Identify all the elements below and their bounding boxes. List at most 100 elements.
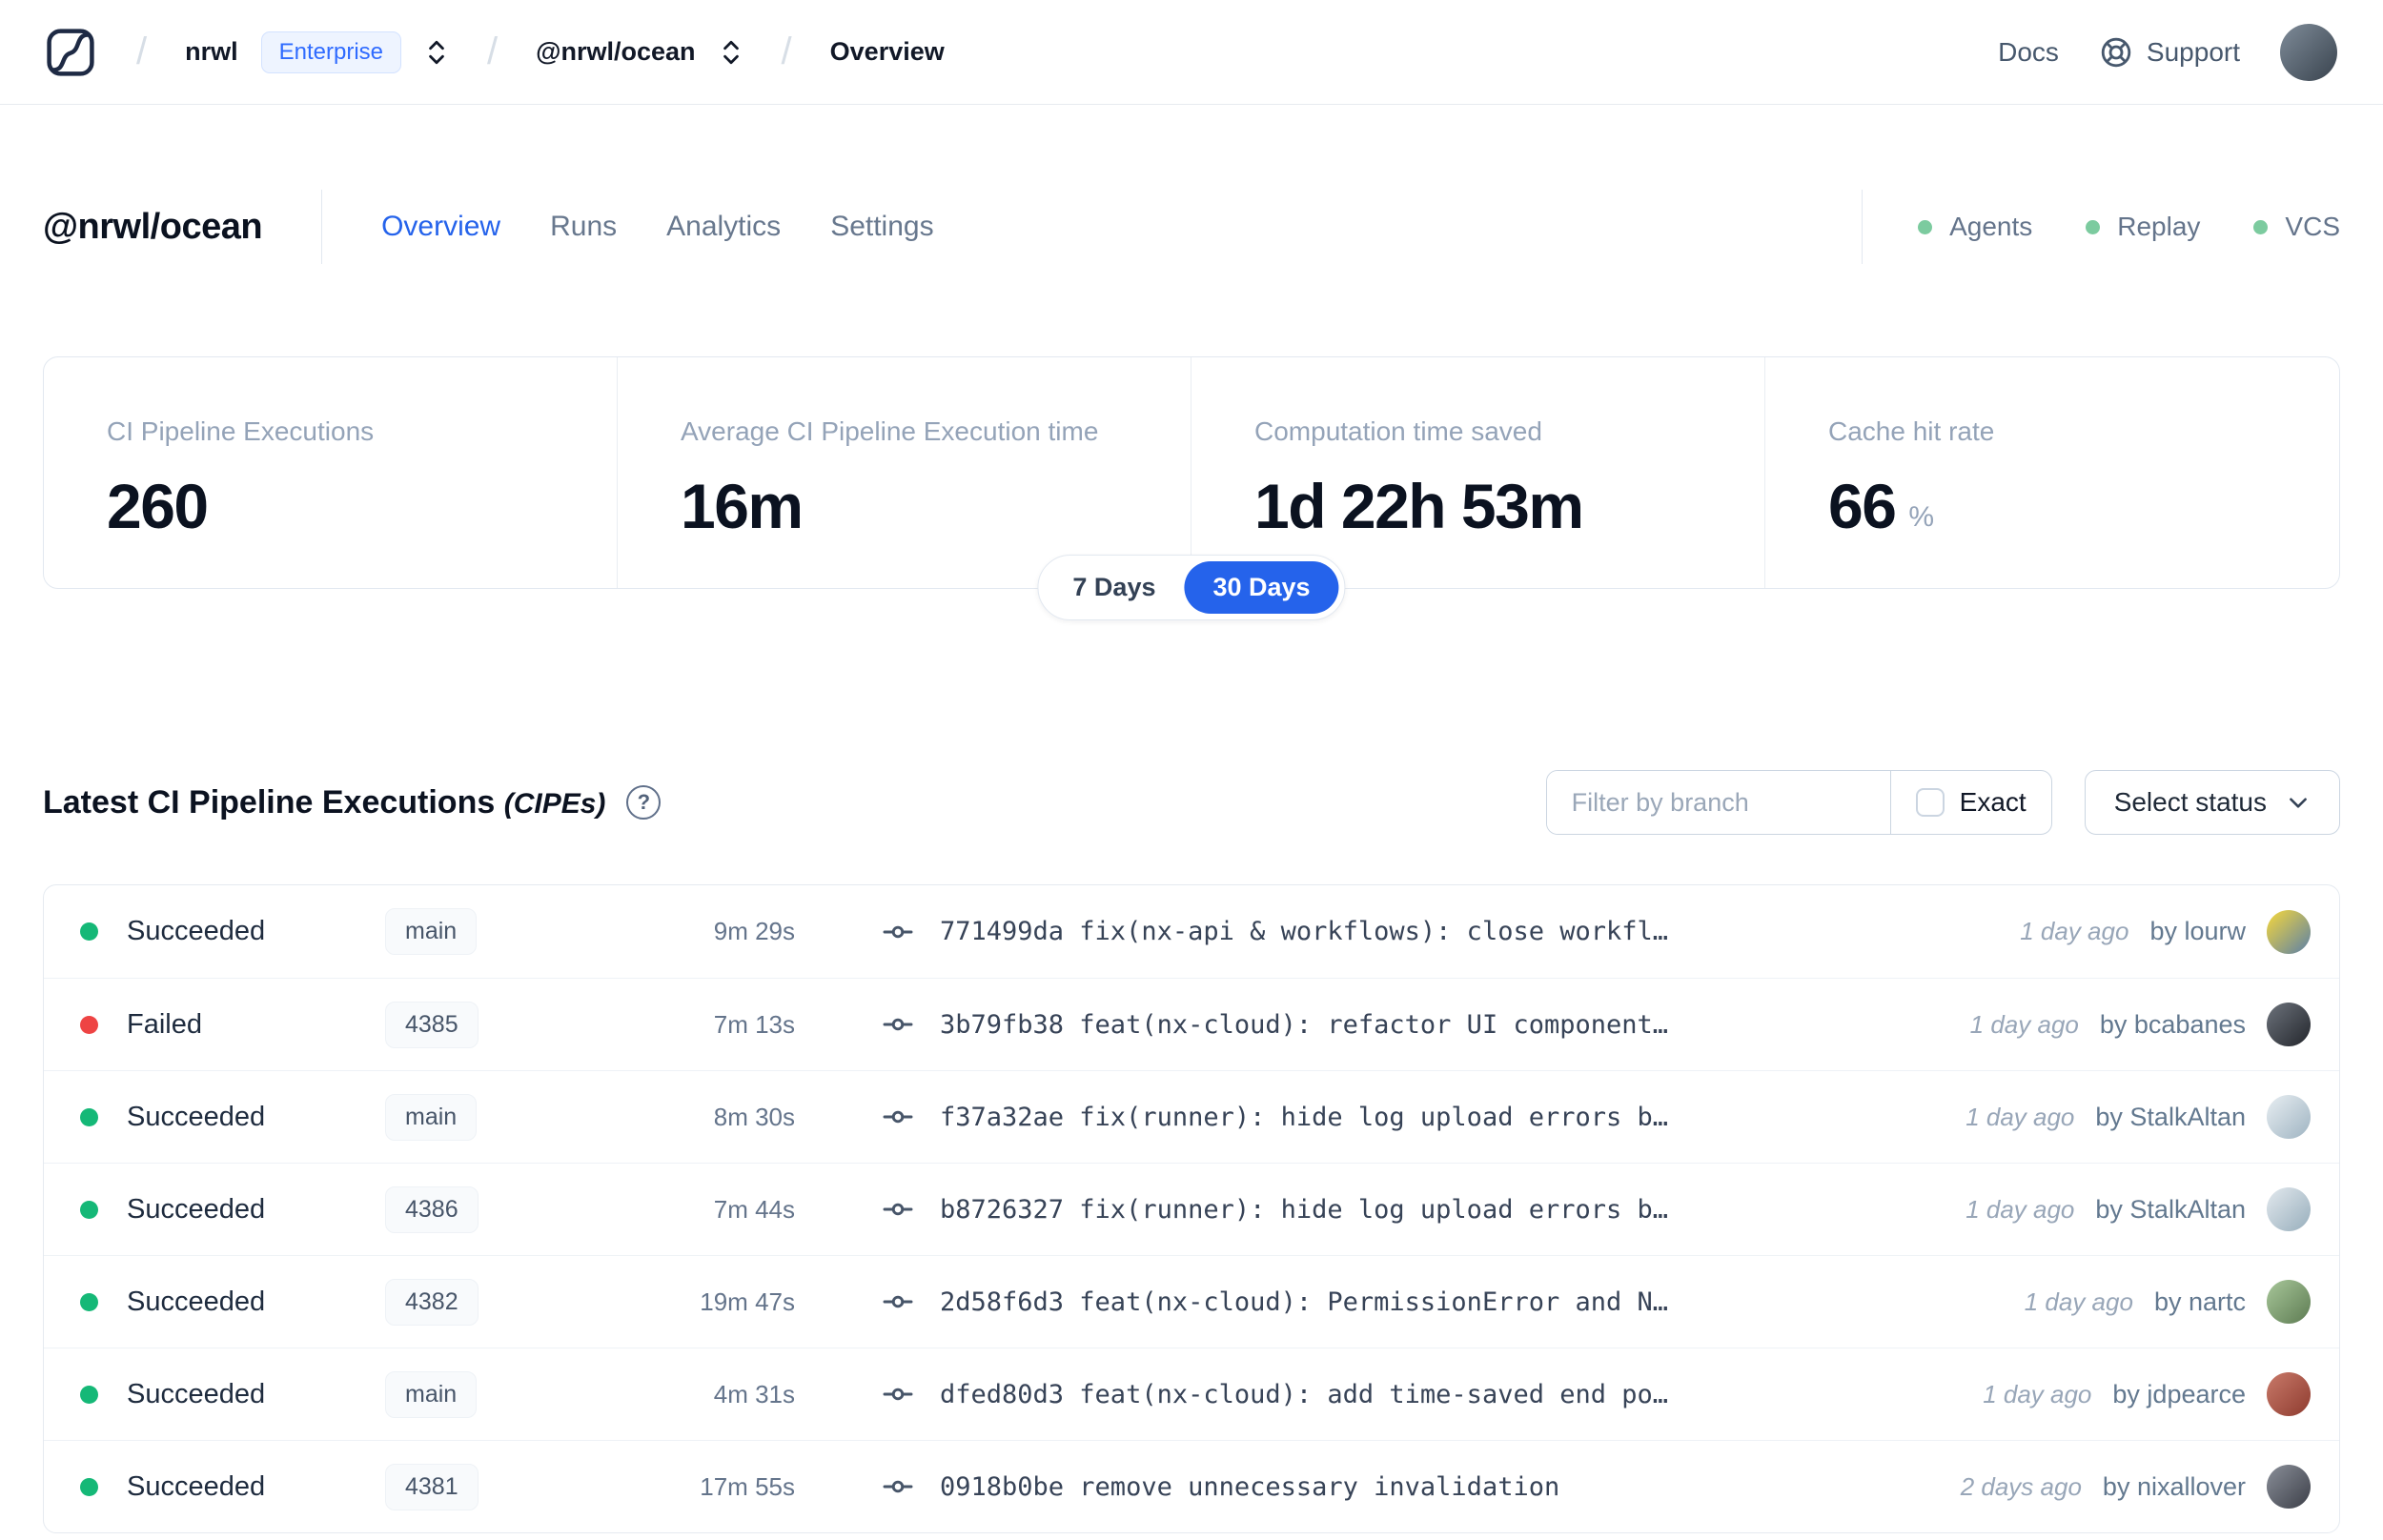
top-navbar: / nrwl Enterprise / @nrwl/ocean	[0, 0, 2383, 105]
cipe-table-row[interactable]: Succeeded 4382 19m 47s 2d58f6d3 feat(nx-…	[44, 1255, 2339, 1348]
status-replay[interactable]: Replay	[2086, 212, 2200, 242]
tab-overview[interactable]: Overview	[381, 211, 501, 242]
cipe-table-row[interactable]: Failed 4385 7m 13s 3b79fb38 feat(nx-clou…	[44, 978, 2339, 1070]
time-ago-label: 2 days ago	[1960, 1471, 2082, 1501]
author-label: by jdpearce	[2112, 1379, 2246, 1408]
status-label: Succeeded	[127, 1378, 266, 1409]
branch-badge: 4381	[385, 1463, 479, 1510]
status-label: Succeeded	[127, 1286, 266, 1317]
cipe-table-row[interactable]: Succeeded main 9m 29s 771499da fix(nx-ap…	[44, 885, 2339, 978]
stat-average-execution-time: Average CI Pipeline Execution time 16m	[618, 357, 1192, 588]
duration-label: 17m 55s	[700, 1471, 795, 1501]
cipes-title: Latest CI Pipeline Executions (CIPEs)	[43, 784, 605, 821]
commit-message: 3b79fb38 feat(nx-cloud): refactor UI com…	[940, 1009, 1669, 1040]
status-label: Succeeded	[127, 916, 266, 946]
status-agents[interactable]: Agents	[1918, 212, 2032, 242]
stat-unit: %	[1908, 501, 1935, 533]
stat-computation-time-saved: Computation time saved 1d 22h 53m	[1192, 357, 1765, 588]
feature-status-list: Agents Replay VCS	[1862, 190, 2340, 264]
status-agents-label: Agents	[1949, 212, 2033, 241]
docs-link[interactable]: Docs	[1998, 36, 2059, 67]
branch-badge: main	[385, 1093, 478, 1141]
breadcrumb-separator: /	[487, 30, 499, 72]
stat-ci-pipeline-executions: CI Pipeline Executions 260	[44, 357, 618, 588]
author-avatar	[2267, 1003, 2311, 1046]
author-label: by nartc	[2153, 1287, 2246, 1316]
branch-badge: main	[385, 1370, 478, 1418]
exact-checkbox[interactable]	[1915, 788, 1945, 817]
cipe-table-row[interactable]: Succeeded main 4m 31s dfed80d3 feat(nx-c…	[44, 1348, 2339, 1440]
cipes-title-suffix: (CIPEs)	[503, 787, 606, 820]
status-label: Succeeded	[127, 1193, 266, 1225]
chevron-up-down-icon	[424, 38, 449, 67]
select-status-dropdown[interactable]: Select status	[2084, 770, 2340, 835]
user-avatar[interactable]	[2280, 23, 2337, 81]
select-status-label: Select status	[2113, 787, 2267, 817]
tab-settings[interactable]: Settings	[830, 211, 934, 242]
breadcrumb-workspace: @nrwl/ocean	[536, 37, 743, 67]
author-label: by StalkAltan	[2095, 1194, 2246, 1224]
status-vcs[interactable]: VCS	[2253, 212, 2340, 242]
status-dot	[80, 1200, 98, 1219]
org-name: nrwl	[185, 37, 238, 66]
lifebuoy-icon	[2099, 35, 2133, 70]
status-label: Failed	[127, 1008, 202, 1040]
status-replay-label: Replay	[2117, 212, 2201, 241]
status-dot	[80, 1292, 98, 1311]
status-label: Succeeded	[127, 1101, 266, 1132]
author-avatar	[2267, 1187, 2311, 1231]
duration-label: 19m 47s	[700, 1287, 795, 1316]
cipe-table-row[interactable]: Succeeded 4386 7m 44s b8726327 fix(runne…	[44, 1163, 2339, 1255]
author-label: by StalkAltan	[2095, 1102, 2246, 1131]
nx-cloud-logo-icon[interactable]	[43, 25, 98, 80]
stat-label: Computation time saved	[1254, 416, 1542, 446]
help-icon[interactable]: ?	[626, 785, 662, 820]
stat-value: 16m	[681, 471, 804, 541]
breadcrumb-separator: /	[781, 30, 792, 72]
branch-filter-input[interactable]	[1546, 771, 1890, 834]
green-status-dot	[2253, 219, 2269, 234]
stat-value: 66	[1828, 471, 1897, 541]
status-dot	[80, 1015, 98, 1034]
range-7-days-button[interactable]: 7 Days	[1044, 561, 1184, 614]
cipes-header: Latest CI Pipeline Executions (CIPEs) ? …	[43, 770, 2340, 835]
tab-runs[interactable]: Runs	[550, 211, 618, 242]
author-avatar	[2267, 1372, 2311, 1416]
commit-message: 2d58f6d3 feat(nx-cloud): PermissionError…	[940, 1287, 1669, 1317]
git-commit-icon	[881, 1102, 915, 1132]
branch-filter-group: Exact	[1545, 770, 2052, 835]
cipe-table-row[interactable]: Succeeded 4381 17m 55s 0918b0be remove u…	[44, 1440, 2339, 1532]
breadcrumb-separator: /	[136, 30, 148, 72]
workspace-name: @nrwl/ocean	[536, 37, 696, 66]
duration-label: 9m 29s	[713, 917, 795, 945]
time-ago-label: 1 day ago	[2024, 1287, 2133, 1316]
range-30-days-button[interactable]: 30 Days	[1184, 561, 1339, 614]
duration-label: 4m 31s	[713, 1379, 795, 1408]
green-status-dot	[1918, 219, 1933, 234]
git-commit-icon	[881, 1194, 915, 1225]
workspace-switcher-button[interactable]	[719, 38, 743, 67]
stat-label: Cache hit rate	[1828, 416, 1995, 446]
author-label: by nixallover	[2102, 1471, 2246, 1501]
time-ago-label: 1 day ago	[1969, 1009, 2079, 1039]
branch-badge: 4385	[385, 1001, 479, 1048]
support-link[interactable]: Support	[2099, 35, 2240, 70]
time-ago-label: 1 day ago	[1965, 1194, 2075, 1224]
duration-label: 8m 30s	[713, 1102, 795, 1131]
tab-analytics[interactable]: Analytics	[666, 211, 782, 242]
workspace-tabs: Overview Runs Analytics Settings	[381, 211, 934, 243]
status-label: Succeeded	[127, 1470, 266, 1502]
chevron-up-down-icon	[719, 38, 743, 67]
cipe-table: Succeeded main 9m 29s 771499da fix(nx-ap…	[43, 884, 2340, 1533]
git-commit-icon	[881, 1287, 915, 1317]
stat-value: 260	[107, 471, 209, 541]
stat-label: Average CI Pipeline Execution time	[681, 416, 1099, 446]
branch-badge: main	[385, 908, 478, 955]
time-ago-label: 1 day ago	[1983, 1379, 2092, 1408]
git-commit-icon	[881, 917, 915, 947]
status-dot	[80, 922, 98, 941]
author-avatar	[2267, 1280, 2311, 1324]
org-switcher-button[interactable]	[424, 38, 449, 67]
stat-value: 1d 22h 53m	[1254, 471, 1584, 541]
cipe-table-row[interactable]: Succeeded main 8m 30s f37a32ae fix(runne…	[44, 1070, 2339, 1163]
